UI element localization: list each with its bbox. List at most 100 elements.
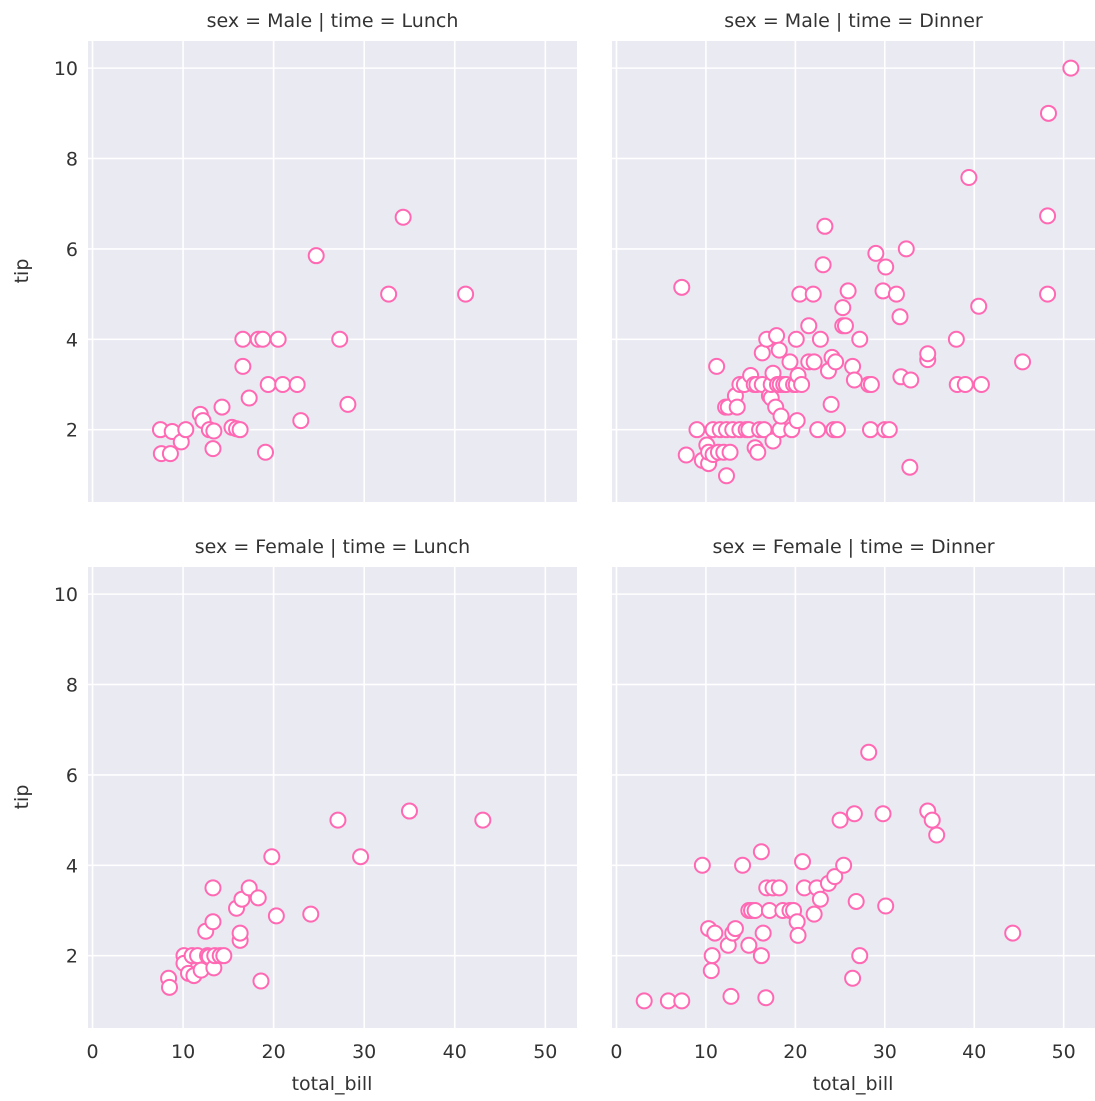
y-tick-label: 4	[66, 329, 78, 351]
y-tick-label: 4	[66, 855, 78, 877]
scatter-point	[800, 317, 818, 335]
scatter-point	[302, 905, 320, 923]
scatter-point	[836, 317, 854, 335]
scatter-point	[231, 421, 249, 439]
scatter-point	[805, 353, 823, 371]
scatter-point	[249, 889, 267, 907]
scatter-point	[1004, 924, 1022, 942]
scatter-point	[394, 208, 412, 226]
y-tick-label: 6	[66, 239, 78, 261]
scatter-point	[231, 924, 249, 942]
panel-female-lunch: sex = Female | time = Lunch 0 10 20 30 40 50 2…	[54, 536, 577, 1063]
scatter-point	[688, 421, 706, 439]
scatter-point	[811, 890, 829, 908]
scatter-point	[772, 407, 790, 425]
scatter-point	[722, 987, 740, 1005]
scatter-point	[215, 947, 233, 965]
scatter-point	[793, 375, 811, 393]
panel-title: sex = Female | time = Lunch	[195, 536, 470, 558]
scatter-point	[708, 357, 726, 375]
scatter-point	[789, 926, 807, 944]
scatter-point	[307, 247, 325, 265]
x-tick-label: 40	[443, 1041, 467, 1063]
scatter-point	[816, 217, 834, 235]
scatter-point	[352, 848, 370, 866]
x-tick-label: 30	[352, 1041, 376, 1063]
x-tick-label: 10	[171, 1041, 195, 1063]
scatter-point	[845, 805, 863, 823]
scatter-point	[862, 375, 880, 393]
y-tick-label: 8	[66, 149, 78, 171]
scatter-point	[329, 811, 347, 829]
scatter-point	[972, 375, 990, 393]
y-tick-label: 10	[54, 58, 78, 80]
panel-background	[88, 567, 577, 1028]
scatter-point	[834, 299, 852, 317]
scatter-point	[891, 308, 909, 326]
scatter-point	[267, 907, 285, 925]
panel-title: sex = Male | time = Dinner	[724, 10, 983, 32]
scatter-point	[274, 375, 292, 393]
scatter-point	[205, 422, 223, 440]
scatter-point	[234, 357, 252, 375]
scatter-point	[845, 371, 863, 389]
scatter-point	[923, 811, 941, 829]
x-tick-label: 0	[86, 1041, 98, 1063]
scatter-point	[768, 327, 786, 345]
y-tick-label: 10	[54, 584, 78, 606]
scatter-point	[794, 853, 812, 871]
scatter-point	[877, 897, 895, 915]
scatter-point	[380, 285, 398, 303]
panel-male-dinner: sex = Male | time = Dinner	[612, 10, 1095, 502]
scatter-point	[788, 412, 806, 430]
scatter-point	[901, 458, 919, 476]
scatter-point	[804, 285, 822, 303]
panel-background	[612, 41, 1095, 502]
scatter-point	[204, 913, 222, 931]
y-axis-label: tip	[11, 785, 33, 810]
y-tick-label: 2	[66, 420, 78, 442]
scatter-point	[1039, 207, 1057, 225]
scatter-point	[263, 848, 281, 866]
scatter-point	[851, 330, 869, 348]
scatter-point	[457, 285, 475, 303]
scatter-point	[752, 947, 770, 965]
scatter-point	[292, 412, 310, 430]
scatter-point	[781, 353, 799, 371]
scatter-point	[880, 421, 898, 439]
scatter-point	[867, 244, 885, 262]
x-tick-label: 10	[694, 1041, 718, 1063]
scatter-point	[1039, 104, 1057, 122]
scatter-point	[161, 445, 179, 463]
scatter-point	[822, 395, 840, 413]
scatter-point	[970, 297, 988, 315]
scatter-point	[809, 421, 827, 439]
scatter-point	[877, 258, 895, 276]
scatter-point	[1062, 59, 1080, 77]
scatter-point	[947, 330, 965, 348]
scatter-point	[213, 398, 231, 416]
scatter-point	[288, 375, 306, 393]
scatter-point	[755, 421, 773, 439]
scatter-point	[702, 962, 720, 980]
scatter-point	[734, 856, 752, 874]
scatter-point	[331, 330, 349, 348]
scatter-point	[770, 341, 788, 359]
scatter-point	[902, 371, 920, 389]
scatter-point	[728, 398, 746, 416]
scatter-point	[787, 330, 805, 348]
scatter-point	[844, 969, 862, 987]
scatter-point	[1014, 353, 1032, 371]
scatter-point	[177, 421, 195, 439]
y-tick-label: 2	[66, 946, 78, 968]
x-tick-label: 40	[962, 1041, 986, 1063]
scatter-point	[673, 992, 691, 1010]
y-tick-label: 8	[66, 675, 78, 697]
scatter-point	[754, 924, 772, 942]
scatter-point	[256, 443, 274, 461]
scatter-point	[928, 826, 946, 844]
scatter-point	[826, 868, 844, 886]
scatter-point	[204, 440, 222, 458]
scatter-point	[740, 936, 758, 954]
